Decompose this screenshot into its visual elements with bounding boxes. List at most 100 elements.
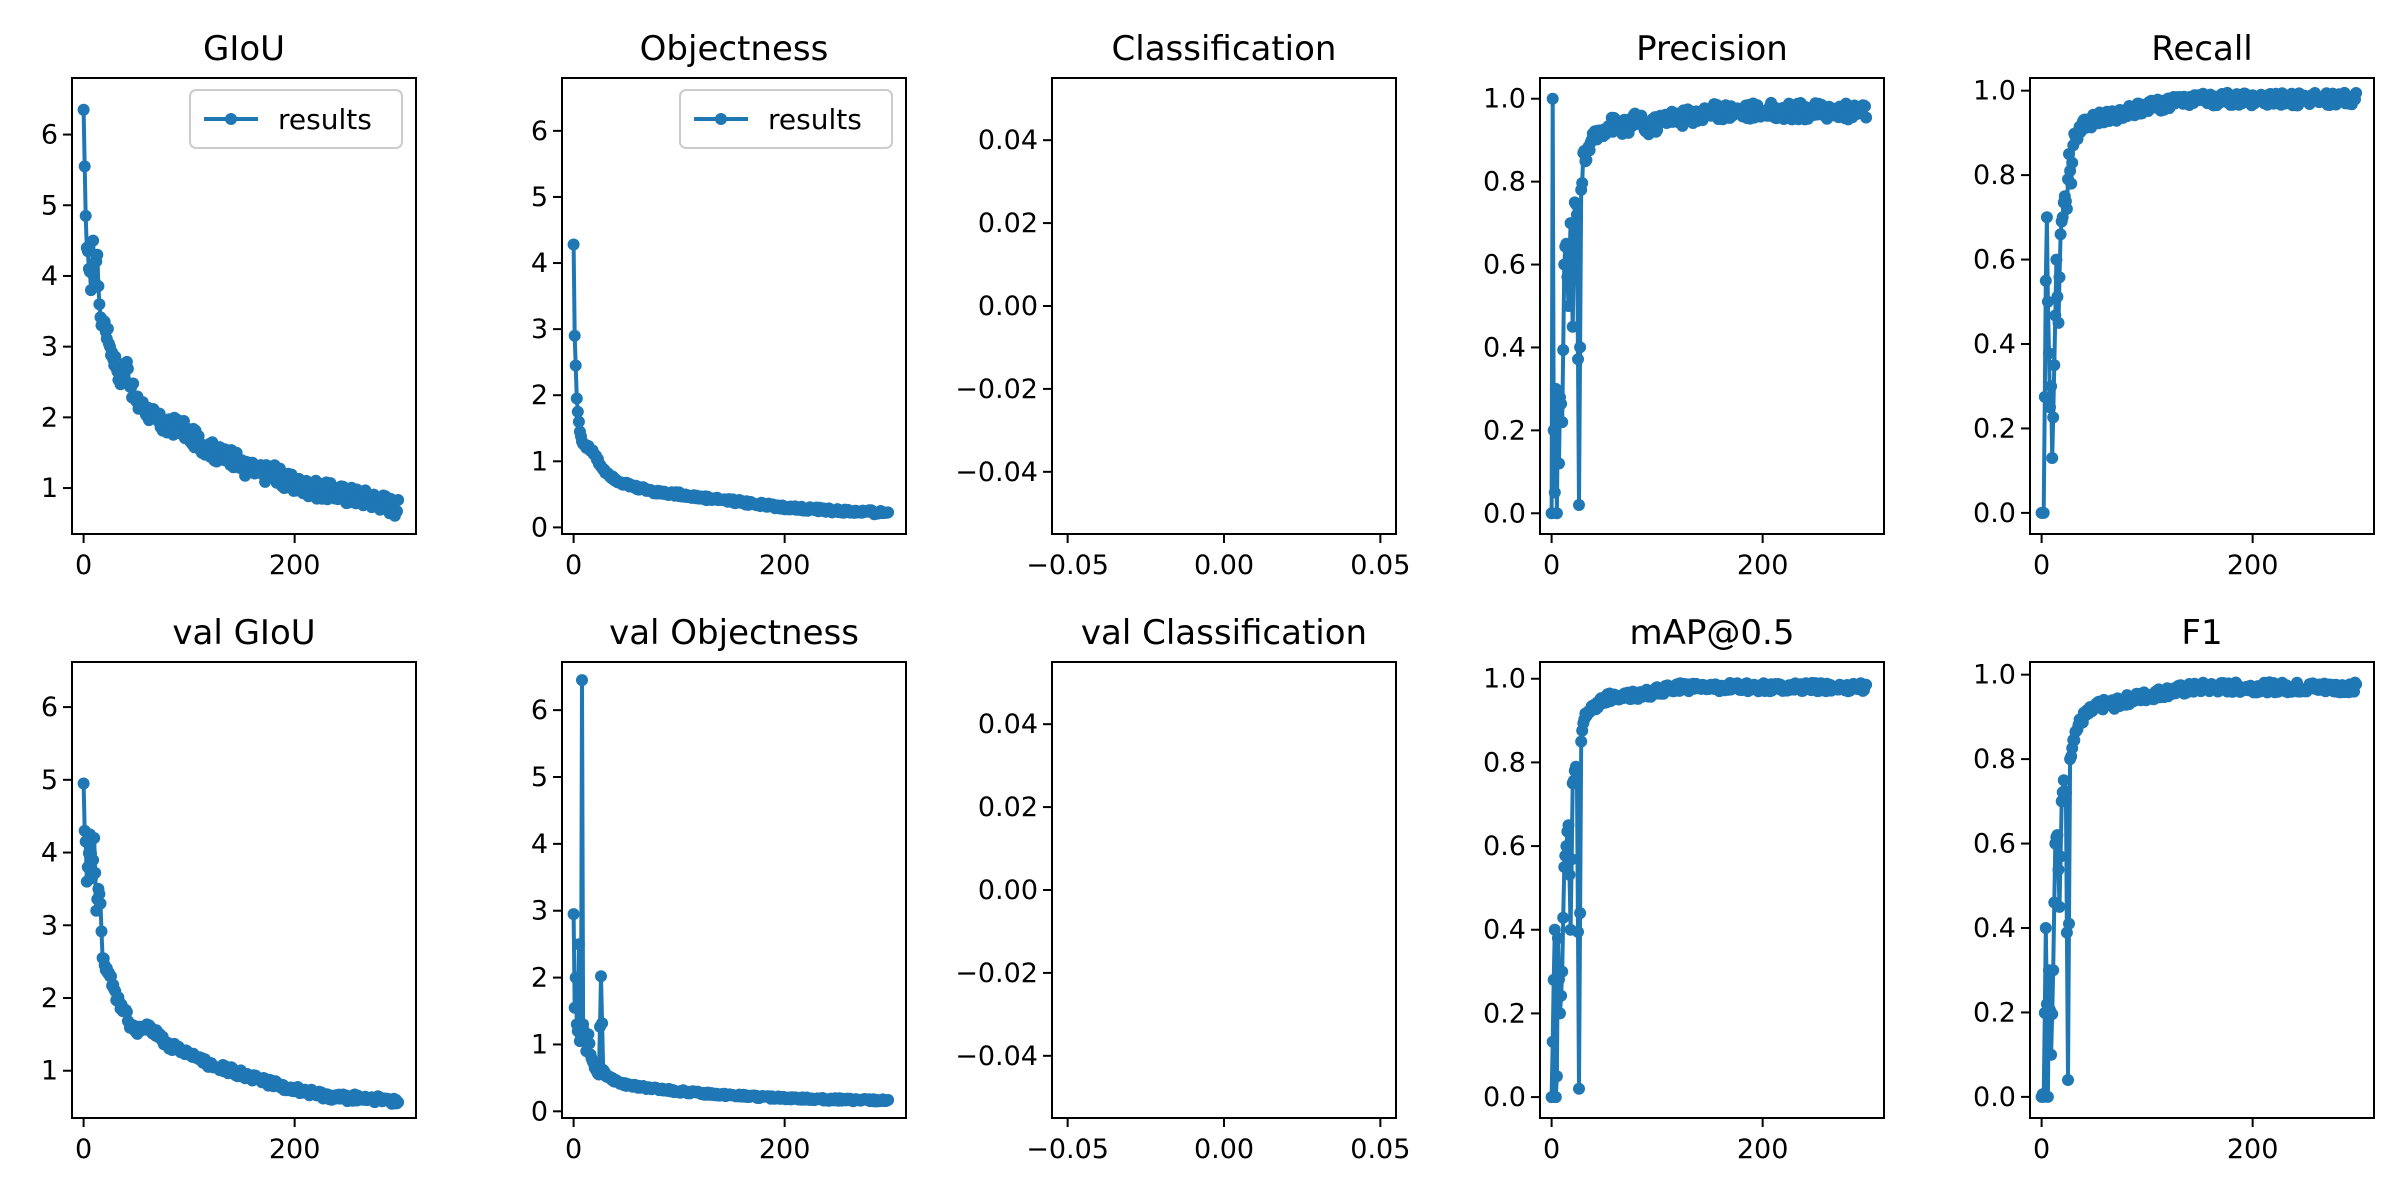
data-point: [120, 1005, 133, 1018]
x-tick-label: 200: [269, 550, 321, 581]
series-markers: [567, 674, 895, 1108]
data-point: [79, 209, 92, 222]
data-point: [1556, 416, 1569, 429]
legend-box: [679, 89, 893, 149]
data-point: [1555, 989, 1568, 1002]
subplot-title: mAP@0.5: [1630, 613, 1795, 653]
x-tick-label: 0: [75, 1134, 92, 1165]
data-point: [1565, 853, 1578, 866]
data-point: [89, 866, 102, 879]
data-point: [391, 505, 403, 518]
y-tick-label: 0.0: [1483, 498, 1526, 529]
x-tick-label: 200: [2227, 550, 2279, 581]
data-point: [2048, 359, 2061, 372]
data-point: [2039, 922, 2052, 934]
plot-frame: [71, 661, 417, 1119]
y-tick-label: 0.6: [1973, 245, 2016, 276]
data-point: [78, 160, 91, 173]
data-point: [94, 897, 107, 910]
data-point: [2050, 253, 2063, 266]
y-tick-label: 0.8: [1973, 160, 2016, 191]
y-tick-label: 3: [531, 314, 548, 345]
data-point: [2045, 1048, 2058, 1061]
y-tick-label: 5: [41, 765, 58, 796]
y-tick-label: 6: [41, 120, 58, 151]
series-markers: [2035, 86, 2363, 519]
plot-frame: [1051, 77, 1397, 535]
data-point: [2060, 202, 2073, 215]
x-tick-label: 0.05: [1350, 1134, 1410, 1165]
data-point: [1566, 320, 1579, 333]
data-point: [77, 777, 90, 790]
data-point: [2044, 401, 2056, 414]
series-line: [2039, 680, 2358, 1099]
y-tick-label: −0.04: [955, 457, 1038, 488]
data-point: [569, 971, 582, 984]
data-point: [1580, 154, 1593, 167]
data-point: [2054, 850, 2067, 863]
plot-frame: [2029, 661, 2375, 1119]
data-point: [1573, 1082, 1585, 1095]
y-tick-label: 6: [531, 695, 548, 726]
data-point: [2039, 274, 2052, 287]
data-point: [2063, 917, 2075, 930]
y-tick-label: 0.04: [978, 709, 1038, 740]
data-point: [567, 908, 580, 921]
data-point: [1783, 97, 1795, 110]
data-point: [2046, 452, 2059, 464]
data-point: [1576, 177, 1589, 189]
data-point: [1569, 198, 1582, 211]
y-tick-label: 5: [531, 182, 548, 213]
data-point: [1570, 208, 1583, 221]
y-tick-label: 0.00: [978, 875, 1038, 906]
y-tick-label: 5: [41, 190, 58, 221]
subplot-5: val GIoU 0 200 1 2 3 4 5 6: [41, 613, 417, 1165]
legend-box: [189, 89, 403, 149]
series-markers: [77, 777, 405, 1110]
data-point: [1550, 1070, 1563, 1083]
x-tick-label: 0: [1543, 1134, 1560, 1165]
y-tick-label: 0: [531, 512, 548, 543]
x-tick-label: 0: [1543, 550, 1560, 581]
y-tick-label: −0.04: [955, 1041, 1038, 1072]
legend: results: [189, 89, 403, 149]
data-point: [2046, 1008, 2059, 1021]
data-point: [86, 267, 98, 280]
subplot-title: GIoU: [203, 29, 285, 69]
x-tick-label: 200: [2227, 1134, 2279, 1165]
x-tick-label: 0: [75, 550, 92, 581]
y-tick-label: 0.2: [1483, 415, 1526, 446]
data-point: [2037, 506, 2050, 519]
y-tick-label: 0.8: [1483, 167, 1526, 198]
subplot-6: val Objectness 0 200 0 1 2 3 4 5 6: [531, 613, 907, 1165]
data-point: [2052, 316, 2065, 329]
plot-frame: [1539, 77, 1885, 535]
data-point: [2053, 900, 2066, 913]
subplot-7: val Classification −0.05 0.00 0.05 −0.04 −0.0…: [955, 613, 1410, 1165]
y-tick-label: 1: [531, 446, 548, 477]
y-tick-label: 0.0: [1973, 498, 2016, 529]
y-tick-label: 0.02: [978, 208, 1038, 239]
data-point: [2043, 347, 2055, 360]
data-point: [2041, 295, 2054, 308]
y-tick-label: 2: [531, 380, 548, 411]
data-point: [88, 832, 101, 844]
y-tick-label: 0.2: [1973, 413, 2016, 444]
data-point: [1575, 735, 1588, 748]
y-tick-label: 2: [41, 402, 58, 433]
x-tick-label: 0.05: [1350, 550, 1410, 581]
subplot-8: mAP@0.5 0 200 0.0 0.2 0.4 0.6 0.8 1.0: [1483, 613, 1885, 1165]
data-point: [576, 674, 588, 687]
subplot-9: F1 0 200 0.0 0.2 0.4 0.6 0.8 1.0: [1973, 613, 2375, 1165]
y-tick-label: 0.0: [1483, 1082, 1526, 1113]
data-point: [2052, 863, 2065, 876]
data-point: [2066, 156, 2079, 169]
data-point: [121, 362, 134, 375]
data-point: [583, 1037, 596, 1050]
data-point: [1565, 271, 1578, 284]
y-tick-label: 0.8: [1483, 747, 1526, 778]
data-point: [1556, 965, 1569, 978]
y-tick-label: 0.4: [1973, 913, 2016, 944]
data-point: [101, 322, 114, 335]
